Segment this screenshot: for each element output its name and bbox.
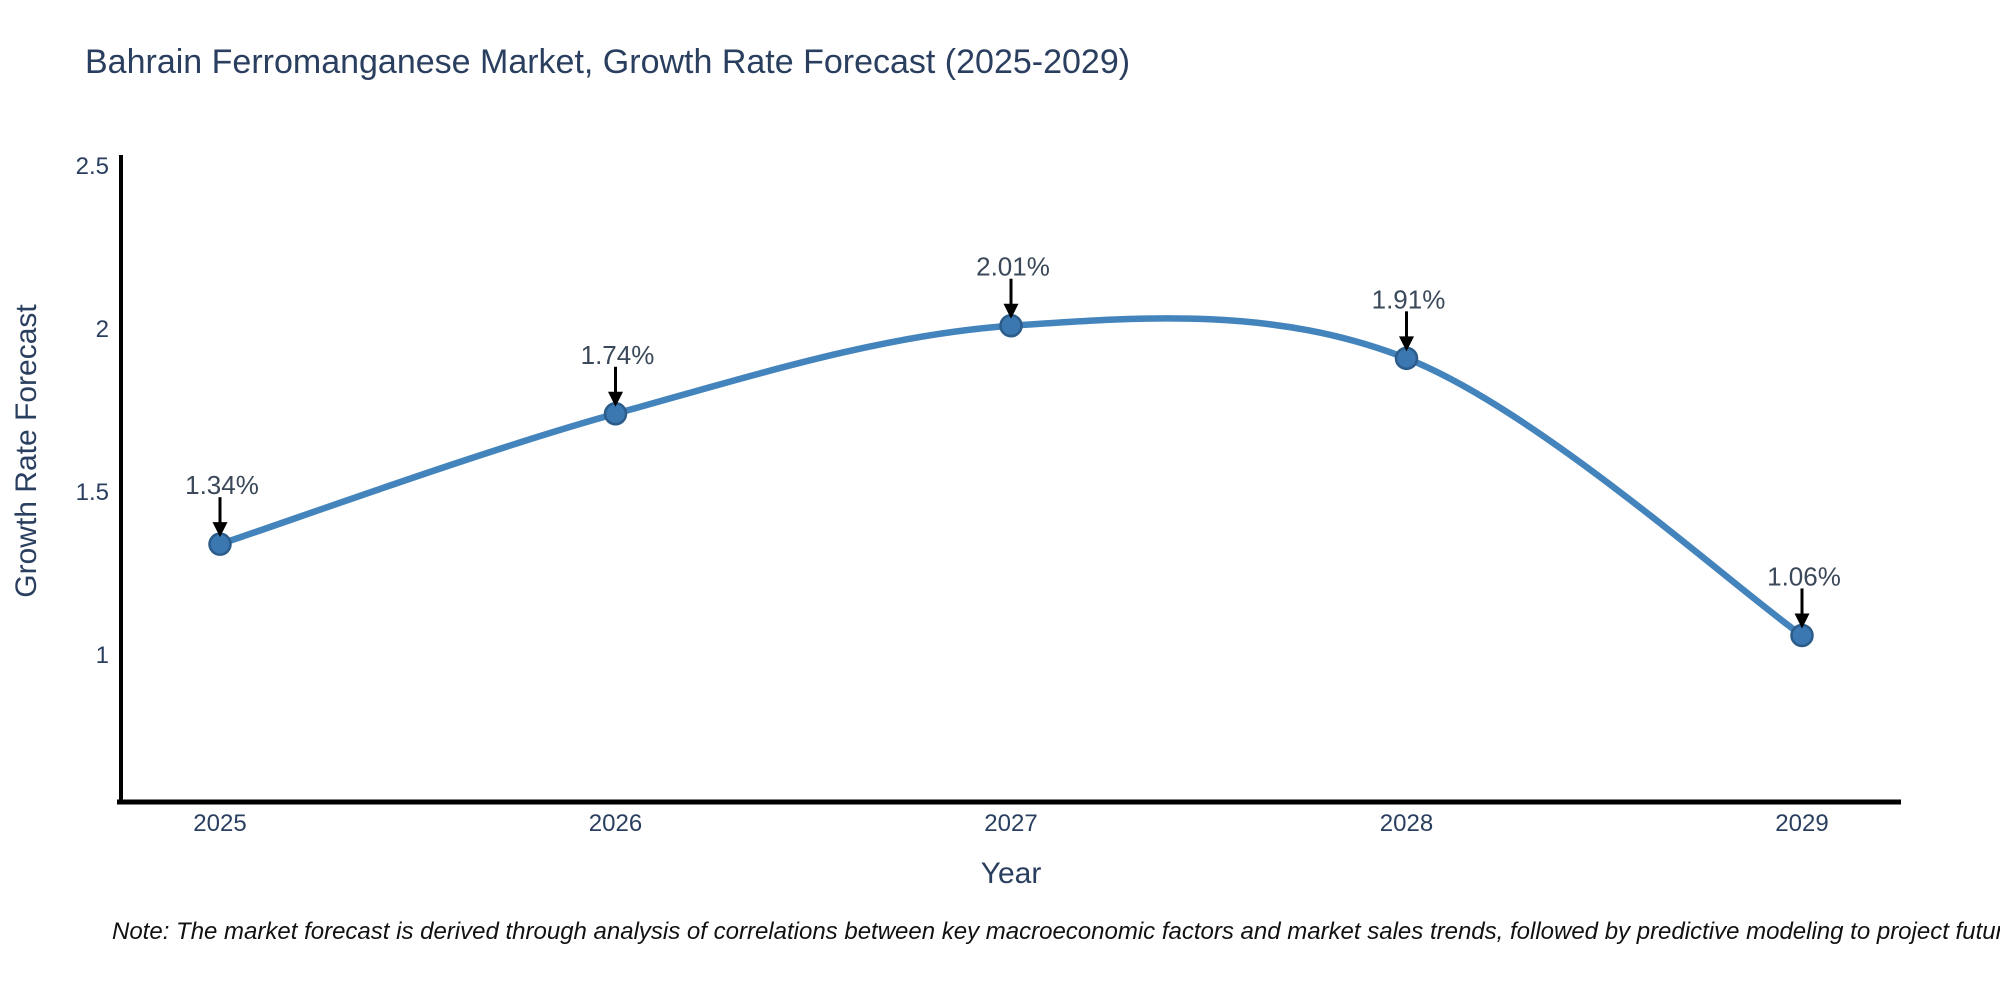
series-line	[216, 315, 1806, 639]
annotation-arrow-head	[1399, 336, 1414, 352]
y-tick-label: 1.5	[76, 479, 109, 506]
series	[208, 313, 1814, 648]
annotation-arrow-head	[1794, 613, 1810, 629]
y-tick-label: 2	[96, 316, 109, 343]
annotation-arrow-head	[212, 522, 228, 538]
annotation-arrow-head	[608, 391, 623, 407]
y-tick-label: 1	[96, 642, 109, 669]
x-tick-label: 2027	[984, 810, 1037, 837]
chart-title: Bahrain Ferromanganese Market, Growth Ra…	[85, 43, 1131, 81]
x-axis-title: Year	[980, 857, 1042, 890]
axes	[117, 155, 1901, 805]
x-tick-label: 2029	[1775, 810, 1828, 837]
tick-labels: 1 1.5 2 2.5 2025 2026 2027 2028 2029	[76, 153, 1829, 837]
data-point-label: 1.34%	[185, 470, 259, 500]
annotations: 1.34% 1.74% 2.01% 1.91% 1.06%	[185, 252, 1841, 629]
data-point-label: 1.74%	[581, 340, 655, 370]
annotation-arrow-head	[1003, 303, 1019, 319]
y-tick-label: 2.5	[76, 153, 109, 180]
data-point-label: 1.06%	[1767, 561, 1841, 591]
data-point-label: 1.91%	[1372, 284, 1446, 314]
x-tick-label: 2026	[589, 810, 642, 837]
x-tick-label: 2025	[193, 810, 246, 837]
x-tick-label: 2028	[1380, 810, 1433, 837]
footnote: Note: The market forecast is derived thr…	[112, 918, 2000, 945]
data-point-label: 2.01%	[976, 252, 1050, 282]
